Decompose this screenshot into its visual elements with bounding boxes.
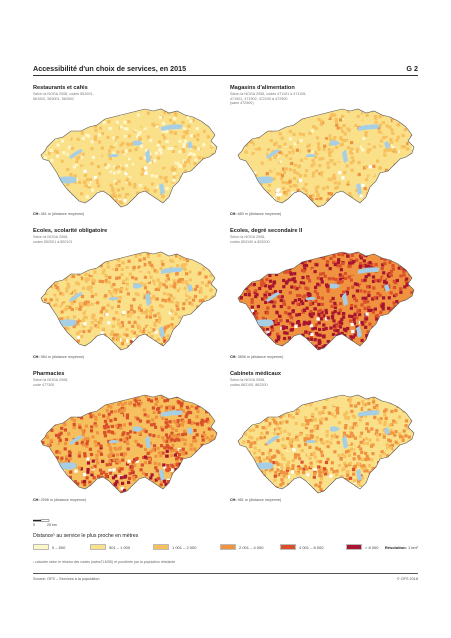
map-panel: Ecoles, scolarité obligatoire Selon la NO… (33, 228, 226, 363)
panel-source: Selon la NOGA 2008, codes 471101 à 47110… (230, 92, 307, 106)
map-panel: Restaurants et cafés Selon la NOGA 2008, … (33, 85, 226, 220)
legend: 0 – 500 501 – 1 000 1 001 – 2 000 2 001 – 4… (33, 544, 378, 552)
panel-title: Pharmacies (33, 371, 65, 377)
legend-label: > 8 000 (365, 544, 379, 550)
map-panel: Magasins d'alimentation Selon la NOGA 200… (230, 85, 423, 220)
switzerland-map (40, 394, 218, 494)
panel-average: CH: 3806 m (distance moyenne) (230, 355, 283, 359)
footer-rule (33, 573, 418, 574)
panel-average: CH: 2598 m (distance moyenne) (33, 498, 86, 502)
figure-number: G 2 (406, 64, 418, 73)
legend-label: 2 001 – 4 000 (239, 544, 264, 550)
panel-source: Selon la NOGA 2008, codes 561001, 561002… (33, 92, 94, 101)
source-note: Source: OFS – Services à la population (33, 577, 100, 581)
map-panel: Ecoles, degré secondaire II Selon la NOGA… (230, 228, 423, 363)
legend-swatch (346, 544, 362, 550)
panel-ch-value: 2598 m (distance moyenne) (40, 498, 87, 502)
map-panel: Cabinets médicaux Selon la NOGA 2008, cod… (230, 371, 423, 506)
panel-ch-value: 680 m (distance moyenne) (237, 212, 282, 216)
panel-title: Restaurants et cafés (33, 85, 88, 91)
switzerland-map (237, 394, 415, 494)
legend-label: 501 – 1 000 (109, 544, 131, 550)
panel-source: Selon la NOGA 2008, code 477300 (33, 378, 69, 387)
scale-label-end: 25 km (47, 523, 57, 527)
resolution-label: Résolution: (384, 545, 407, 550)
panel-ch-value: 981 m (distance moyenne) (237, 498, 282, 502)
title-rule (33, 75, 418, 76)
panel-title: Ecoles, degré secondaire II (230, 228, 303, 234)
panel-ch-label: CH: (230, 212, 237, 216)
switzerland-map (40, 108, 218, 208)
scale-label-zero: 0 (33, 523, 35, 527)
resolution-note: Résolution: 1 km² (385, 545, 418, 550)
panel-ch-label: CH: (230, 498, 237, 502)
page-title: Accessibilité d'un choix de services, en… (33, 64, 187, 73)
legend-label: 4 001 – 8 000 (299, 544, 324, 550)
panel-average: CH: 981 m (distance moyenne) (230, 498, 281, 502)
legend-title: Distance¹ au service le plus proche en m… (33, 533, 139, 539)
legend-swatch (33, 544, 49, 550)
footnote: ¹ calculée selon le réseau des routes (s… (33, 560, 176, 564)
switzerland-map (237, 108, 415, 208)
legend-label: 0 – 500 (52, 544, 66, 550)
panel-title: Cabinets médicaux (230, 371, 281, 377)
panel-ch-label: CH: (230, 355, 237, 359)
copyright: © OFS 2018 (396, 577, 418, 581)
legend-label: 1 001 – 2 000 (172, 544, 197, 550)
legend-swatch (90, 544, 106, 550)
panel-source: Selon la NOGA 2008, codes 862100, 862200 (230, 378, 268, 387)
legend-swatch (153, 544, 169, 550)
panel-title: Ecoles, scolarité obligatoire (33, 228, 108, 234)
scale-bar (33, 519, 50, 522)
panel-ch-label: CH: (33, 355, 40, 359)
legend-swatch (220, 544, 236, 550)
panel-average: CH: 461 m (distance moyenne) (33, 212, 84, 216)
legend-swatch (280, 544, 296, 550)
map-panel: Pharmacies Selon la NOGA 2008, code 47730… (33, 371, 226, 506)
panel-average: CH: 680 m (distance moyenne) (230, 212, 281, 216)
resolution-value: 1 km² (408, 545, 418, 550)
switzerland-map (237, 251, 415, 351)
panel-ch-value: 984 m (distance moyenne) (40, 355, 85, 359)
panel-ch-value: 3806 m (distance moyenne) (237, 355, 284, 359)
panel-source: Selon la NOGA 2008, codes 853100 à 85320… (230, 235, 270, 244)
panel-source: Selon la NOGA 2008, codes 852001 à 85210… (33, 235, 73, 244)
panel-average: CH: 984 m (distance moyenne) (33, 355, 84, 359)
switzerland-map (40, 251, 218, 351)
panel-ch-value: 461 m (distance moyenne) (40, 212, 85, 216)
panel-title: Magasins d'alimentation (230, 85, 295, 91)
panel-ch-label: CH: (33, 212, 40, 216)
panel-ch-label: CH: (33, 498, 40, 502)
